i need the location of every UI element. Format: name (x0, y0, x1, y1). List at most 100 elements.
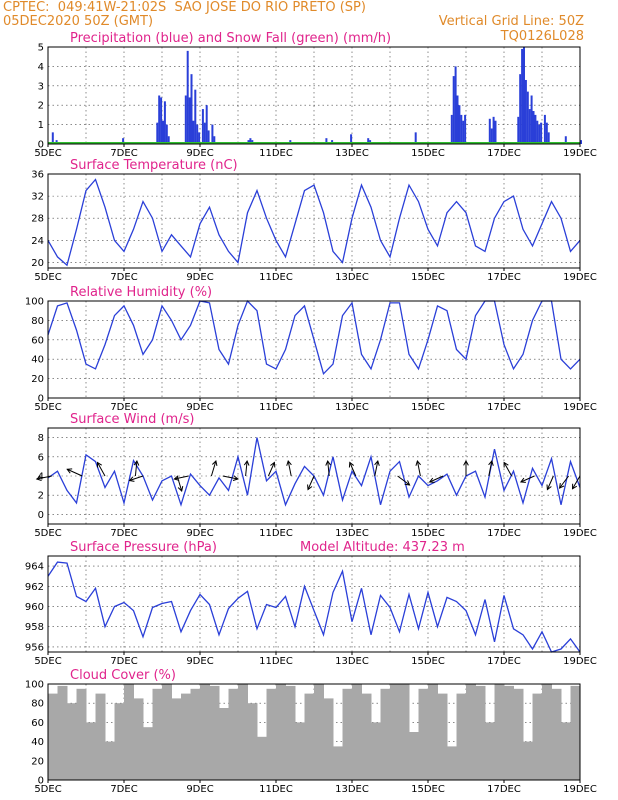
wind-arrow-head (546, 484, 552, 491)
precip-bar (165, 124, 168, 144)
cloud-bar (162, 684, 172, 780)
pressure-x-tick-label: 11DEC (259, 656, 293, 667)
wind-title: Surface Wind (m/s) (70, 412, 194, 427)
cloud-bar (475, 685, 486, 780)
temp-x-tick-label: 15DEC (411, 272, 445, 283)
wind-y-tick-label: 6 (38, 452, 44, 463)
wind-arrow-head (286, 459, 292, 466)
pressure-x-tick-label: 19DEC (563, 656, 597, 667)
precip-bar (580, 140, 582, 144)
pressure-x-tick-label: 7DEC (110, 656, 137, 667)
wind-y-tick-label: 8 (38, 433, 44, 444)
precip-y-tick-label: 2 (38, 101, 44, 112)
pressure-x-tick-label: 5DEC (34, 656, 61, 667)
precip-bar (547, 132, 550, 144)
wind-arrow (488, 460, 493, 477)
pressure-x-tick-label: 13DEC (335, 656, 369, 667)
precip-bar (540, 122, 543, 144)
wind-arrow (267, 462, 275, 477)
wind-arrow-head (177, 486, 184, 492)
precip-x-tick-label: 7DEC (110, 148, 137, 159)
precip-bar (414, 132, 417, 144)
temp-x-tick-label: 19DEC (563, 272, 597, 283)
wind-arrow (397, 475, 410, 486)
wind-frame (47, 427, 581, 525)
precip-bar (201, 109, 204, 144)
wind-arrow-head (133, 459, 140, 466)
wind-y-tick-label: 4 (38, 472, 44, 483)
precip-bar (460, 114, 463, 144)
precip-bar (167, 136, 170, 144)
rh-y-tick-label: 0 (38, 394, 44, 405)
precip-bar (517, 116, 520, 144)
cloud-bar (333, 746, 343, 780)
precip-x-tick-label: 15DEC (411, 148, 445, 159)
cloud-bar (143, 727, 153, 780)
cloud-x-tick-label: 9DEC (186, 784, 213, 795)
precip-bar (450, 114, 453, 144)
cloud-y-tick-label: 60 (31, 718, 44, 729)
cloud-bar (456, 693, 467, 780)
precip-bar (464, 114, 467, 144)
wind-arrow (222, 475, 238, 480)
pressure-y-tick-label: 956 (25, 642, 44, 653)
precip-bar (162, 120, 164, 144)
cloud-bar (371, 722, 381, 780)
cloud-title: Cloud Cover (%) (70, 668, 176, 683)
precip-bar (524, 79, 527, 144)
wind-arrow (520, 475, 535, 483)
cloud-bar (228, 688, 239, 780)
cloud-bar (513, 688, 524, 780)
temp-line (47, 178, 581, 267)
precip-bar (192, 120, 195, 144)
cloud-bar (247, 703, 258, 780)
cloud-bar (295, 722, 305, 780)
precip-frame (47, 46, 581, 145)
precip-y-tick-label: 5 (38, 43, 44, 54)
wind-arrow (210, 460, 217, 477)
temp-y-tick-label: 20 (31, 258, 44, 269)
pressure-y-tick-label: 964 (25, 562, 44, 573)
cloud-bar (219, 708, 229, 780)
rh-title: Relative Humidity (%) (70, 285, 212, 300)
cloud-bar (48, 693, 58, 780)
temp-x-tick-label: 17DEC (487, 272, 521, 283)
wind-arrow-head (488, 459, 494, 466)
precip-bar (521, 48, 524, 144)
wind-arrow-head (66, 468, 73, 474)
precip-x-tick-label: 13DEC (335, 148, 369, 159)
wind-arrow (129, 475, 144, 481)
pressure-y-tick-label: 958 (25, 622, 44, 633)
temp-title: Surface Temperature (nC) (70, 158, 238, 173)
wind-arrow-head (519, 477, 526, 483)
pressure-x-tick-label: 17DEC (487, 656, 521, 667)
cloud-x-tick-label: 11DEC (259, 784, 293, 795)
vertical-grid-note: Vertical Grid Line: 50Z (438, 14, 584, 29)
wind-arrow-head (243, 459, 250, 466)
cloud-bar (532, 693, 543, 780)
cloud-y-tick-label: 80 (31, 699, 44, 710)
cloud-bar (447, 746, 457, 780)
cloud-bar (190, 688, 201, 780)
cloud-y-tick-label: 0 (38, 776, 44, 787)
cloud-bar (171, 698, 182, 780)
pressure-frame (47, 555, 581, 653)
precip-x-tick-label: 19DEC (563, 148, 597, 159)
cloud-bar (428, 684, 438, 780)
cloud-bar (304, 693, 315, 780)
wind-arrow-head (325, 459, 331, 466)
wind-arrow-head (374, 459, 380, 466)
wind-arrow-head (128, 476, 135, 482)
precip-bar (538, 124, 541, 144)
wind-arrow-head (463, 459, 469, 466)
rh-y-tick-label: 100 (25, 297, 44, 308)
cloud-bar (390, 684, 400, 780)
precip-bar (494, 120, 497, 144)
rh-x-tick-label: 9DEC (186, 402, 213, 413)
precip-bar (452, 76, 455, 144)
cloud-bar (86, 722, 96, 780)
rh-y-tick-label: 40 (31, 355, 44, 366)
cloud-bar (314, 684, 324, 780)
precip-bar (367, 138, 370, 144)
precip-bar (545, 122, 548, 144)
